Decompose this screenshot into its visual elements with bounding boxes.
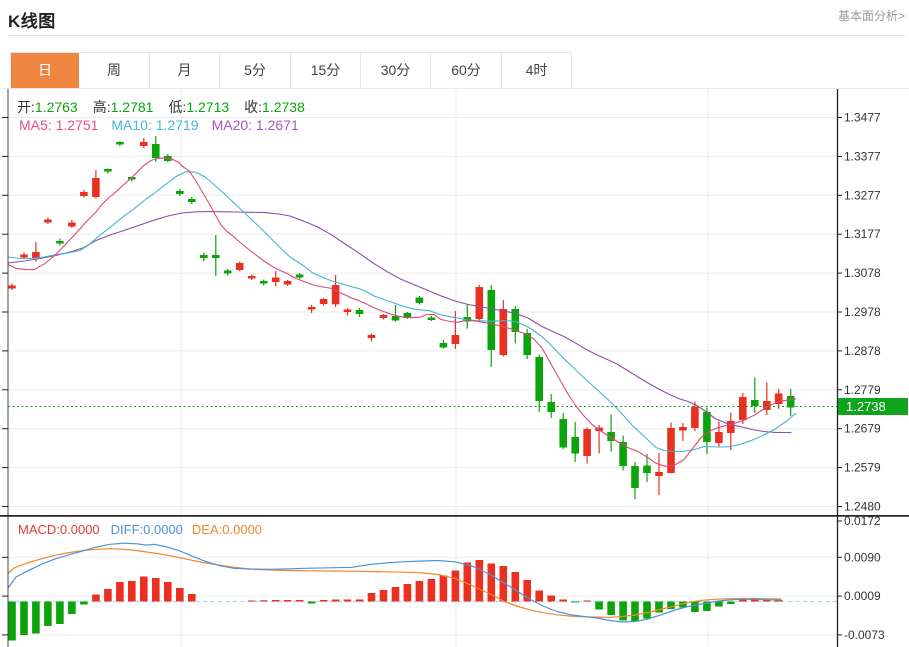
svg-text:1.3277: 1.3277: [844, 188, 881, 202]
svg-text:1.3078: 1.3078: [844, 266, 881, 280]
svg-text:1.2679: 1.2679: [844, 422, 881, 436]
svg-text:1.3477: 1.3477: [844, 111, 881, 125]
svg-text:1.2779: 1.2779: [844, 383, 881, 397]
svg-text:-0.0073: -0.0073: [844, 628, 885, 642]
svg-text:1.2480: 1.2480: [844, 500, 881, 514]
svg-text:1.3377: 1.3377: [844, 149, 881, 163]
svg-text:0.0009: 0.0009: [844, 589, 881, 603]
svg-text:1.2978: 1.2978: [844, 305, 881, 319]
svg-text:1.2579: 1.2579: [844, 461, 881, 475]
svg-text:1.2878: 1.2878: [844, 344, 881, 358]
svg-text:1.3177: 1.3177: [844, 227, 881, 241]
svg-text:0.0172: 0.0172: [844, 514, 881, 528]
svg-text:0.0090: 0.0090: [844, 550, 881, 564]
svg-text:1.2738: 1.2738: [846, 399, 886, 414]
